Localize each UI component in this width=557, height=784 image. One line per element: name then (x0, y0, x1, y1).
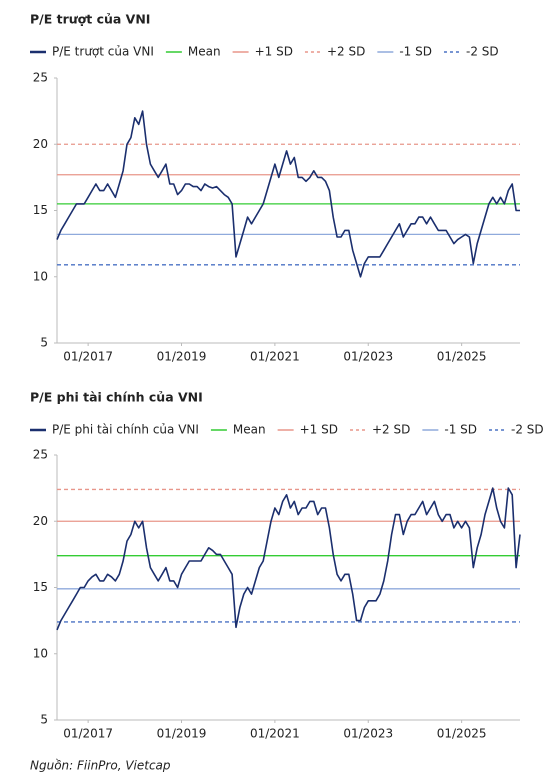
legend-label: P/E trượt của VNI (52, 45, 154, 59)
legend-label: +2 SD (372, 423, 410, 437)
x-tick-label: 01/2023 (343, 350, 393, 364)
source-note: Nguồn: FiinPro, Vietcap (30, 759, 171, 773)
chart-title: P/E trượt của VNI (30, 12, 150, 27)
y-tick-label: 10 (33, 269, 48, 283)
legend-label: Mean (188, 45, 221, 59)
x-tick-label: 01/2017 (63, 727, 113, 741)
y-tick-label: 25 (33, 448, 48, 462)
x-tick-label: 01/2019 (157, 727, 207, 741)
y-tick-label: 10 (33, 646, 48, 660)
legend-label: +1 SD (255, 45, 293, 59)
legend-label: +2 SD (327, 45, 365, 59)
legend-label: +1 SD (300, 423, 338, 437)
x-tick-label: 01/2021 (250, 727, 300, 741)
y-tick-label: 15 (33, 580, 48, 594)
y-tick-label: 20 (33, 514, 48, 528)
x-tick-label: 01/2023 (343, 727, 393, 741)
y-tick-label: 15 (33, 203, 48, 217)
x-tick-label: 01/2019 (157, 350, 207, 364)
data-line (56, 110, 520, 278)
legend-label: -1 SD (399, 45, 432, 59)
x-tick-label: 01/2021 (250, 350, 300, 364)
x-tick-label: 01/2025 (437, 350, 487, 364)
x-tick-label: 01/2017 (63, 350, 113, 364)
data-line (56, 487, 521, 631)
legend-label: -2 SD (466, 45, 499, 59)
y-tick-label: 20 (33, 137, 48, 151)
y-tick-label: 5 (40, 713, 48, 727)
legend-label: Mean (233, 423, 266, 437)
legend-label: -1 SD (444, 423, 477, 437)
legend-label: -2 SD (511, 423, 544, 437)
y-tick-label: 5 (40, 336, 48, 350)
legend-label: P/E phi tài chính của VNI (52, 423, 199, 437)
x-tick-label: 01/2025 (437, 727, 487, 741)
chart-title: P/E phi tài chính của VNI (30, 390, 203, 405)
y-tick-label: 25 (33, 71, 48, 85)
